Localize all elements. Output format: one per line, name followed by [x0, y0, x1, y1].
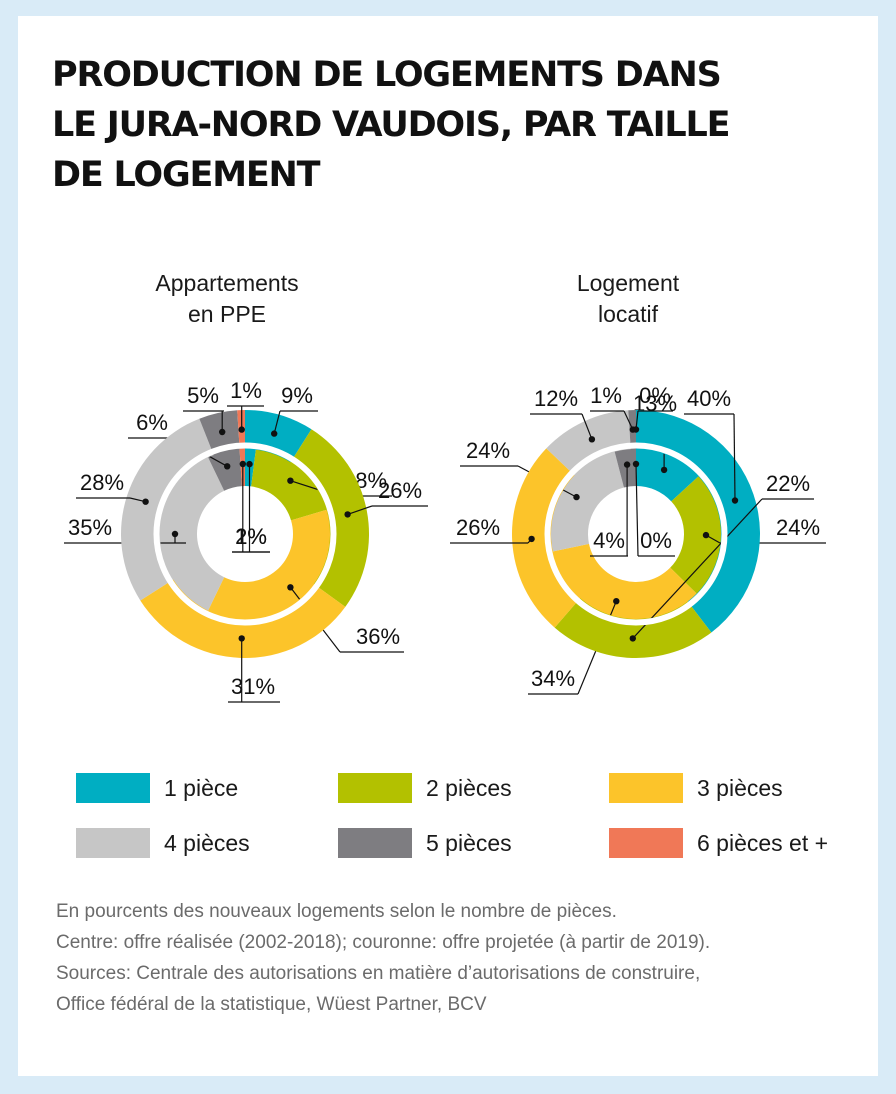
data-label-centre-3-pieces: 34%: [531, 666, 575, 691]
leader-dot: [171, 530, 179, 538]
data-label-couronne-1-piece: 9%: [281, 383, 313, 408]
data-label-centre-3-pieces: 36%: [356, 624, 400, 649]
leader-dot: [573, 493, 580, 501]
leader-dot: [702, 531, 710, 539]
leader-dot: [238, 635, 245, 642]
legend-swatch: [76, 828, 150, 858]
leader-dot: [238, 426, 245, 433]
slice-couronne-4-pieces: [546, 410, 631, 476]
data-label-couronne-1-piece: 40%: [687, 386, 731, 411]
legend-swatch: [338, 828, 412, 858]
slice-centre-2-pieces: [670, 471, 729, 599]
legend-label: 4 pièces: [164, 830, 250, 856]
slice-couronne-3-pieces: [140, 579, 346, 659]
leader-dot: [344, 511, 351, 518]
leader-dot: [588, 436, 596, 443]
chart-title-locatif: Logement locatif: [498, 268, 758, 330]
leader-dot: [623, 461, 631, 468]
data-label-couronne-4-pieces: 28%: [80, 470, 124, 495]
slice-centre-1-piece: [636, 442, 704, 502]
data-label-centre-4-pieces: 35%: [68, 515, 112, 540]
chart-title-line: locatif: [597, 301, 659, 327]
legend-label: 1 pièce: [164, 775, 239, 801]
leader-dot: [660, 466, 668, 474]
data-label-couronne-2-pieces: 22%: [766, 471, 810, 496]
data-label-centre-5-pieces: 6%: [136, 410, 168, 435]
leader-dot: [629, 635, 636, 642]
leader-line: [273, 410, 281, 434]
data-label-centre-6-pieces-et-plus: 0%: [640, 528, 672, 553]
leader-dot: [142, 498, 149, 505]
note-line: En pourcents des nouveaux logements selo…: [56, 901, 617, 922]
data-label-couronne-4-pieces: 12%: [534, 386, 578, 411]
note-line: Centre: offre réalisée (2002-2018); cour…: [56, 932, 711, 953]
note-line: Office fédéral de la statistique, Wüest …: [56, 994, 487, 1015]
chart-title-line: Logement: [576, 270, 680, 296]
title-line: PRODUCTION DE LOGEMENTS DANS: [52, 55, 722, 95]
slice-centre-4-pieces: [152, 451, 225, 617]
ring-separator: [544, 442, 728, 626]
leader-line: [733, 413, 736, 501]
title-line: LE JURA-NORD VAUDOIS, PAR TAILLE: [52, 105, 731, 145]
leader-line: [347, 505, 373, 515]
note-line: Sources: Centrale des autorisations en m…: [56, 963, 701, 984]
slice-couronne-1-piece: [636, 410, 760, 633]
page-title: PRODUCTION DE LOGEMENTS DANS LE JURA-NOR…: [52, 50, 812, 200]
legend-label: 3 pièces: [697, 775, 783, 801]
leader-dot: [219, 428, 226, 436]
legend-swatch: [338, 773, 412, 803]
chart-title-line: en PPE: [188, 301, 266, 327]
leader-dot: [271, 430, 278, 437]
chart-title-line: Appartements: [155, 270, 299, 296]
leader-line: [632, 498, 763, 639]
leader-dot: [613, 598, 620, 605]
legend-label: 6 pièces et +: [697, 830, 829, 856]
data-label-couronne-6-pieces-et-plus: 0%: [639, 383, 671, 408]
data-label-couronne-3-pieces: 31%: [231, 674, 275, 699]
data-label-couronne-5-pieces: 1%: [590, 383, 622, 408]
chart-notes: En pourcents des nouveaux logements selo…: [56, 896, 846, 1020]
leader-dot: [287, 477, 294, 484]
leader-dot: [224, 463, 231, 470]
legend-swatch: [76, 773, 150, 803]
leader-line: [581, 413, 593, 440]
ring-separator: [153, 442, 337, 626]
data-label-couronne-3-pieces: 26%: [456, 515, 500, 540]
leader-dot: [731, 497, 739, 504]
leader-dot: [528, 535, 535, 543]
data-label-couronne-6-pieces-et-plus: 1%: [230, 378, 262, 403]
data-label-centre-2-pieces: 24%: [776, 515, 820, 540]
leader-dot: [287, 584, 294, 591]
leader-dot: [239, 460, 246, 468]
slice-centre-4-pieces: [544, 444, 624, 553]
leader-line: [635, 463, 639, 557]
leader-dot: [632, 460, 640, 468]
title-line: DE LOGEMENT: [52, 155, 320, 195]
chart-title-ppe: Appartements en PPE: [97, 268, 357, 330]
legend-swatch: [609, 773, 683, 803]
data-label-centre-6-pieces-et-plus: 1%: [235, 524, 267, 549]
legend-label: 2 pièces: [426, 775, 512, 801]
data-label-couronne-5-pieces: 5%: [187, 383, 219, 408]
data-label-couronne-2-pieces: 26%: [378, 478, 422, 503]
legend-swatch: [609, 828, 683, 858]
data-label-centre-1-piece: 2%: [235, 524, 267, 549]
data-label-centre-4-pieces: 24%: [466, 438, 510, 463]
data-label-centre-5-pieces: 4%: [593, 528, 625, 553]
leader-dot: [632, 426, 640, 433]
leader-line: [623, 410, 634, 430]
legend-label: 5 pièces: [426, 830, 512, 856]
leader-dot: [246, 460, 253, 468]
donut-charts: 2%18%36%35%6%1%9%26%31%28%5% 1%13%24%34%2…: [64, 378, 826, 703]
